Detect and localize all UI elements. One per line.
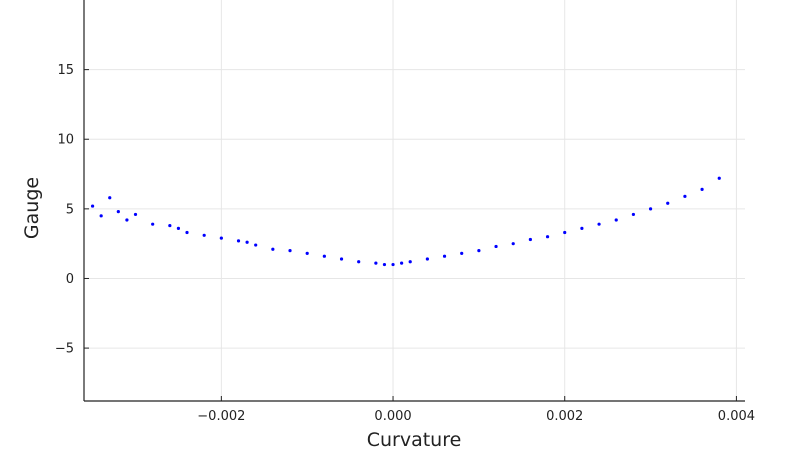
x-tick-label: 0.004 xyxy=(718,409,755,424)
data-point xyxy=(116,210,120,214)
data-point xyxy=(563,230,567,235)
y-tick-label: 10 xyxy=(57,133,74,148)
y-tick-label: 5 xyxy=(66,202,74,217)
data-point xyxy=(545,235,550,239)
data-point xyxy=(99,214,103,218)
data-point xyxy=(108,196,112,200)
data-point xyxy=(305,251,309,256)
data-point xyxy=(683,194,687,198)
data-point xyxy=(219,236,223,240)
data-point xyxy=(176,226,181,230)
x-tick-label: −0.002 xyxy=(197,409,245,424)
data-point xyxy=(648,207,653,211)
data-point xyxy=(202,233,206,237)
data-point xyxy=(528,237,532,242)
data-point xyxy=(580,226,584,230)
data-point xyxy=(614,218,618,222)
data-point xyxy=(339,257,344,261)
data-point xyxy=(357,260,361,264)
data-point xyxy=(288,249,292,253)
data-point xyxy=(717,176,721,180)
data-point xyxy=(125,218,129,222)
data-point xyxy=(442,254,447,258)
data-point xyxy=(374,261,378,265)
y-tick-label: −5 xyxy=(55,342,74,357)
data-point xyxy=(425,257,429,261)
x-tick-label: 0.002 xyxy=(546,409,583,424)
data-point xyxy=(151,222,155,226)
axes xyxy=(83,0,745,402)
data-point xyxy=(400,261,404,265)
data-point xyxy=(631,212,636,217)
data-point xyxy=(185,230,189,235)
x-tick-label: 0.000 xyxy=(374,409,411,424)
data-point xyxy=(254,243,258,247)
data-point xyxy=(597,222,601,226)
x-axis-label: Curvature xyxy=(367,429,462,451)
data-point xyxy=(236,239,241,243)
data-point xyxy=(700,187,704,191)
y-tick-label: 15 xyxy=(57,63,74,78)
data-point xyxy=(666,201,670,205)
data-point xyxy=(391,262,395,267)
data-point xyxy=(408,260,412,264)
y-axis-label: Gauge xyxy=(21,177,43,239)
data-point xyxy=(271,247,275,251)
data-point xyxy=(245,240,249,244)
data-point xyxy=(322,254,326,258)
data-point xyxy=(511,242,515,246)
data-point xyxy=(477,249,481,253)
data-points xyxy=(90,176,721,267)
data-point xyxy=(494,244,498,249)
data-point xyxy=(133,212,138,217)
grid-lines xyxy=(84,0,745,401)
y-tick-label: 0 xyxy=(66,272,74,287)
data-point xyxy=(168,223,172,228)
data-point xyxy=(382,262,387,267)
tick-labels: −0.002 0.000 0.002 0.004 −5 0 5 10 15 xyxy=(55,63,755,424)
data-point xyxy=(90,204,95,208)
data-point xyxy=(460,251,464,256)
